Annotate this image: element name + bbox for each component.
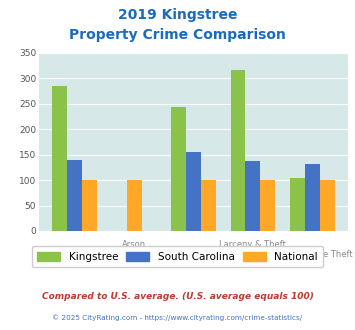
Bar (260, 180, 275, 231)
Bar (53, 86, 67, 231)
Text: Larceny & Theft: Larceny & Theft (219, 240, 286, 249)
Text: Compared to U.S. average. (U.S. average equals 100): Compared to U.S. average. (U.S. average … (42, 292, 313, 301)
Bar (245, 161, 260, 231)
Text: © 2025 CityRating.com - https://www.cityrating.com/crime-statistics/: © 2025 CityRating.com - https://www.city… (53, 314, 302, 321)
Bar (305, 164, 320, 231)
Bar (290, 178, 305, 231)
Bar (171, 107, 186, 231)
Legend: Kingstree, South Carolina, National: Kingstree, South Carolina, National (32, 247, 323, 267)
Bar (82, 180, 97, 231)
Bar (127, 180, 142, 231)
Text: Burglary: Burglary (175, 250, 212, 259)
Text: Motor Vehicle Theft: Motor Vehicle Theft (272, 250, 353, 259)
Text: 2019 Kingstree: 2019 Kingstree (118, 8, 237, 22)
Text: All Property Crime: All Property Crime (36, 250, 113, 259)
Bar (320, 180, 334, 231)
Bar (186, 152, 201, 231)
Bar (231, 70, 245, 231)
Text: Arson: Arson (122, 240, 146, 249)
Bar (201, 180, 216, 231)
Bar (67, 160, 82, 231)
Text: Property Crime Comparison: Property Crime Comparison (69, 28, 286, 42)
